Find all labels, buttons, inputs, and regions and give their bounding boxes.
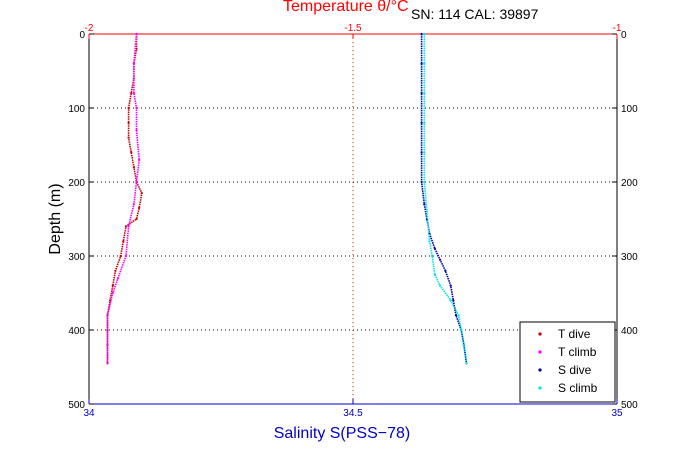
data-point-s-dive (439, 258, 442, 261)
legend-label-t-climb: T climb (558, 345, 597, 359)
y-tick-label-right: 300 (621, 252, 638, 263)
data-point-s-climb (423, 32, 426, 36)
data-point-t-climb (132, 92, 135, 95)
legend-label-t-dive: T dive (558, 327, 591, 341)
data-point-t-climb (116, 277, 120, 280)
data-point-t-climb (111, 291, 114, 295)
data-point-t-climb (135, 129, 138, 132)
data-point-s-climb (431, 254, 434, 258)
data-point-s-climb (439, 284, 442, 287)
data-point-s-dive (454, 314, 458, 317)
data-point-s-dive (452, 299, 455, 302)
y-axis-title: Depth (m) (47, 183, 64, 254)
data-point-t-climb (135, 106, 138, 110)
data-point-t-dive (124, 225, 128, 228)
y-tick-label-left: 100 (68, 104, 85, 115)
legend-marker-s-dive (538, 368, 542, 372)
data-point-t-dive (119, 254, 122, 258)
series-line-t-climb (106, 33, 141, 364)
series-line-t-dive (106, 34, 143, 364)
y-tick-label-left: 500 (68, 400, 85, 411)
data-point-t-climb (106, 314, 109, 317)
legend-box (519, 321, 616, 403)
data-point-s-climb (423, 180, 426, 184)
data-point-s-dive (420, 121, 423, 124)
y-tick-label-right: 0 (621, 30, 627, 41)
data-point-t-climb (132, 203, 135, 206)
data-point-s-climb (423, 92, 426, 95)
data-point-s-dive (449, 284, 452, 287)
data-point-s-dive (444, 269, 447, 272)
data-point-s-climb (425, 210, 429, 213)
data-point-s-dive (423, 203, 426, 206)
data-point-t-dive (140, 192, 143, 195)
data-point-t-climb (135, 32, 138, 36)
legend-label-s-dive: S dive (558, 363, 592, 377)
data-point-t-dive (132, 166, 135, 169)
data-point-s-dive (420, 151, 423, 154)
y-tick-label-right: 100 (621, 104, 638, 115)
data-point-t-climb (132, 62, 135, 65)
x-bottom-tick-label: 35 (611, 408, 623, 419)
data-point-t-climb (127, 225, 130, 228)
x-top-tick-label: -1.5 (344, 23, 362, 34)
data-point-t-dive (130, 151, 133, 154)
data-point-s-climb (423, 121, 426, 124)
serial-calibration-label: SN: 114 CAL: 39897 (411, 6, 539, 22)
y-tick-label-right: 500 (621, 400, 638, 411)
header: Temperature θ/°C SN: 114 CAL: 39897 (0, 0, 681, 28)
data-point-t-climb (106, 343, 109, 346)
data-point-s-climb (449, 299, 452, 302)
data-point-t-dive (127, 106, 130, 110)
data-point-s-climb (423, 62, 426, 65)
data-point-t-climb (135, 180, 138, 184)
data-point-t-climb (138, 158, 141, 161)
data-point-t-dive (127, 136, 130, 139)
temperature-axis-title: Temperature θ/°C (283, 0, 409, 15)
data-point-t-dive (127, 121, 130, 124)
data-point-t-dive (138, 206, 141, 209)
data-point-s-climb (462, 343, 465, 346)
legend-marker-t-climb (538, 350, 542, 354)
data-point-s-climb (460, 328, 463, 332)
data-point-t-dive (114, 269, 117, 272)
data-point-s-climb (433, 273, 436, 276)
data-point-s-dive (420, 92, 423, 95)
y-tick-label-left: 200 (68, 178, 85, 189)
data-point-s-climb (428, 240, 431, 243)
x-top-tick-label: -1 (613, 23, 622, 34)
data-point-t-dive (111, 284, 114, 287)
data-point-t-climb (124, 254, 128, 258)
x-bottom-tick-label: 34 (83, 408, 95, 419)
series-line-s-climb (423, 34, 468, 364)
y-tick-label-left: 0 (79, 30, 85, 41)
y-tick-label-right: 400 (621, 326, 638, 337)
series-line-s-dive (420, 34, 468, 364)
x-axis-title-salinity: Salinity S(PSS−78) (274, 425, 411, 442)
x-bottom-tick-label: 34.5 (343, 408, 363, 419)
legend-marker-s-climb (538, 386, 542, 390)
legend-label-s-climb: S climb (558, 381, 598, 395)
y-tick-label-left: 300 (68, 252, 85, 263)
data-point-t-dive (130, 92, 133, 95)
data-point-t-dive (135, 217, 138, 221)
data-point-t-dive (122, 240, 125, 243)
x-top-tick-label: -2 (85, 23, 94, 34)
data-point-s-dive (420, 62, 423, 65)
data-point-s-dive (420, 180, 423, 184)
y-tick-label-left: 400 (68, 326, 85, 337)
data-point-s-dive (420, 32, 423, 36)
data-point-t-climb (106, 362, 109, 365)
data-point-s-climb (457, 314, 460, 317)
data-point-s-climb (423, 151, 426, 154)
data-point-s-dive (433, 247, 436, 250)
legend-marker-t-dive (538, 332, 542, 336)
y-tick-label-right: 200 (621, 178, 638, 189)
data-point-s-climb (465, 362, 468, 365)
